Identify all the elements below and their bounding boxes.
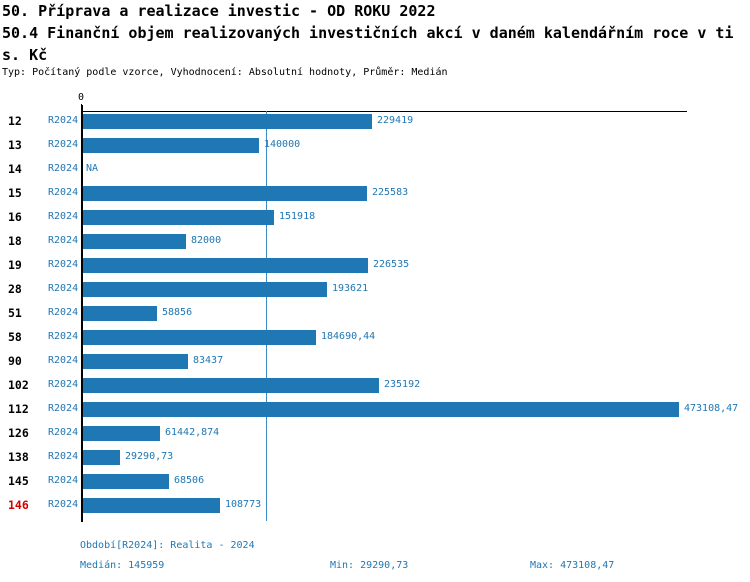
table-row: 51 R2024 58856 — [0, 305, 750, 321]
bar-value-label: 82000 — [191, 235, 222, 246]
row-category-label: 18 — [8, 234, 22, 248]
table-row: 18 R2024 82000 — [0, 233, 750, 249]
bar — [83, 329, 316, 345]
row-period-label: R2024 — [48, 427, 79, 438]
x-axis-line — [81, 111, 687, 112]
table-row: 146 R2024 108773 — [0, 497, 750, 513]
row-category-label: 112 — [8, 402, 29, 416]
row-category-label: 58 — [8, 330, 22, 344]
table-row: 28 R2024 193621 — [0, 281, 750, 297]
chart-subtitle-line1: 50.4 Finanční objem realizovaných invest… — [2, 24, 734, 42]
bar — [83, 137, 259, 153]
footer-max: Max: 473108,47 — [530, 560, 615, 571]
bar — [83, 281, 327, 297]
table-row: 102 R2024 235192 — [0, 377, 750, 393]
row-period-label: R2024 — [48, 451, 79, 462]
table-row: 19 R2024 226535 — [0, 257, 750, 273]
table-row: 112 R2024 473108,47 — [0, 401, 750, 417]
bar — [83, 497, 220, 513]
table-row: 90 R2024 83437 — [0, 353, 750, 369]
bar — [83, 353, 188, 369]
row-period-label: R2024 — [48, 355, 79, 366]
bar — [83, 185, 367, 201]
bar — [83, 449, 120, 465]
row-period-label: R2024 — [48, 283, 79, 294]
bar-value-label: 68506 — [174, 475, 205, 486]
bar — [83, 425, 160, 441]
bar-value-label: 226535 — [373, 259, 410, 270]
chart-subtitle-line2: s. Kč — [2, 46, 48, 64]
row-category-label: 16 — [8, 210, 22, 224]
row-category-label: 15 — [8, 186, 22, 200]
table-row: 138 R2024 29290,73 — [0, 449, 750, 465]
bar-value-label: 473108,47 — [684, 403, 739, 414]
bar-value-label: NA — [86, 163, 99, 174]
bar-value-label: 229419 — [377, 115, 414, 126]
bar-value-label: 83437 — [193, 355, 224, 366]
bar-value-label: 61442,874 — [165, 427, 220, 438]
bar — [83, 377, 379, 393]
row-category-label: 138 — [8, 450, 29, 464]
row-period-label: R2024 — [48, 163, 79, 174]
bar — [83, 257, 368, 273]
row-period-label: R2024 — [48, 259, 79, 270]
row-period-label: R2024 — [48, 115, 79, 126]
bar — [83, 233, 186, 249]
bar-value-label: 29290,73 — [125, 451, 174, 462]
row-category-label: 14 — [8, 162, 22, 176]
y-axis-line — [81, 105, 83, 522]
bar-value-label: 108773 — [225, 499, 262, 510]
bar-value-label: 225583 — [372, 187, 409, 198]
row-period-label: R2024 — [48, 379, 79, 390]
row-category-label: 126 — [8, 426, 29, 440]
row-period-label: R2024 — [48, 331, 79, 342]
x-axis-zero-label: 0 — [77, 92, 85, 103]
bar-value-label: 151918 — [279, 211, 316, 222]
table-row: 12 R2024 229419 — [0, 113, 750, 129]
row-category-label: 12 — [8, 114, 22, 128]
row-period-label: R2024 — [48, 307, 79, 318]
row-period-label: R2024 — [48, 235, 79, 246]
footer-median: Medián: 145959 — [80, 560, 165, 571]
bar — [83, 401, 679, 417]
row-period-label: R2024 — [48, 403, 79, 414]
chart-meta-info: Typ: Počítaný podle vzorce, Vyhodnocení:… — [2, 67, 448, 78]
footer-min: Min: 29290,73 — [330, 560, 409, 571]
table-row: 145 R2024 68506 — [0, 473, 750, 489]
bar-value-label: 184690,44 — [321, 331, 376, 342]
table-row: 16 R2024 151918 — [0, 209, 750, 225]
row-category-label: 51 — [8, 306, 22, 320]
row-period-label: R2024 — [48, 139, 79, 150]
row-category-label: 145 — [8, 474, 29, 488]
bar — [83, 473, 169, 489]
row-period-label: R2024 — [48, 475, 79, 486]
table-row: 14 R2024 NA — [0, 161, 750, 177]
row-category-label: 102 — [8, 378, 29, 392]
page-title: 50. Příprava a realizace investic - OD R… — [2, 2, 436, 20]
row-category-label: 146 — [8, 498, 29, 512]
bar-value-label: 235192 — [384, 379, 421, 390]
row-period-label: R2024 — [48, 187, 79, 198]
table-row: 13 R2024 140000 — [0, 137, 750, 153]
row-period-label: R2024 — [48, 499, 79, 510]
bar-value-label: 58856 — [162, 307, 193, 318]
row-category-label: 28 — [8, 282, 22, 296]
footer-period-info: Období[R2024]: Realita - 2024 — [80, 540, 255, 551]
bar-value-label: 193621 — [332, 283, 369, 294]
bar-value-label: 140000 — [264, 139, 301, 150]
row-category-label: 19 — [8, 258, 22, 272]
row-period-label: R2024 — [48, 211, 79, 222]
bar — [83, 113, 372, 129]
bar — [83, 209, 274, 225]
median-line — [266, 111, 267, 521]
row-category-label: 13 — [8, 138, 22, 152]
table-row: 126 R2024 61442,874 — [0, 425, 750, 441]
table-row: 15 R2024 225583 — [0, 185, 750, 201]
row-category-label: 90 — [8, 354, 22, 368]
bar — [83, 305, 157, 321]
table-row: 58 R2024 184690,44 — [0, 329, 750, 345]
